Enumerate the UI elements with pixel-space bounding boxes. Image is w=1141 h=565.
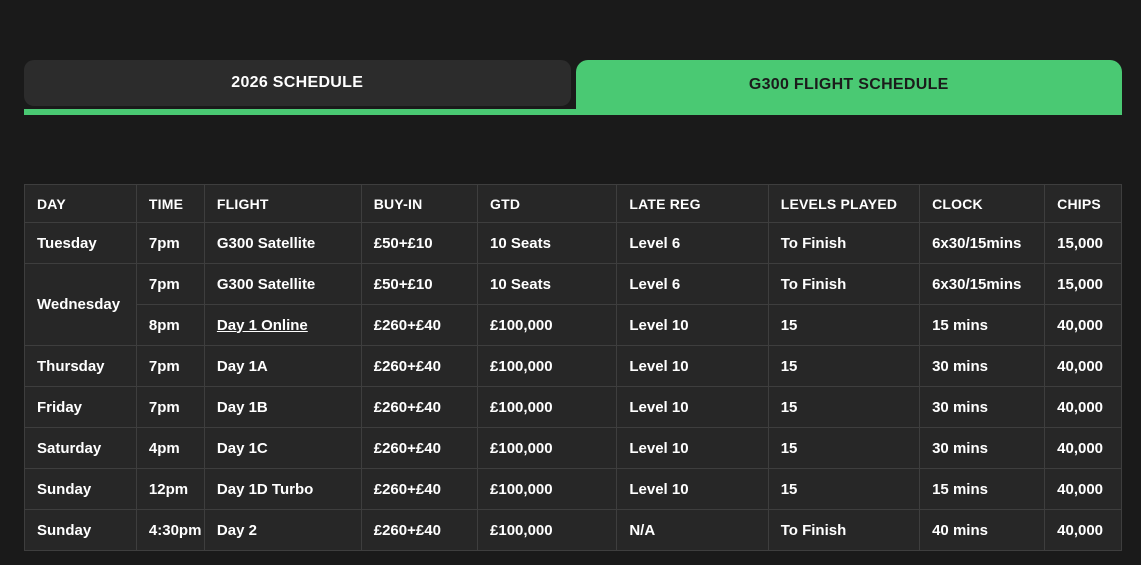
column-header-time: TIME [135, 184, 205, 223]
schedule-tabbar: 2026 SCHEDULE G300 FLIGHT SCHEDULE [24, 60, 1122, 115]
cell-clock: 15 mins [919, 304, 1046, 346]
cell-levels-played: 15 [767, 304, 921, 346]
cell-flight: Day 1A [203, 345, 362, 387]
cell-chips: 40,000 [1044, 304, 1122, 346]
table-row: Sunday 4:30pm Day 2 £260+£40 £100,000 N/… [24, 509, 1122, 551]
column-header-gtd: GTD [477, 184, 618, 223]
cell-chips: 40,000 [1044, 386, 1122, 428]
cell-time: 12pm [135, 468, 205, 510]
cell-buy-in: £50+£10 [360, 222, 479, 264]
cell-buy-in: £260+£40 [360, 468, 479, 510]
cell-time: 4:30pm [135, 509, 205, 551]
table-row: Saturday 4pm Day 1C £260+£40 £100,000 Le… [24, 427, 1122, 469]
cell-levels-played: 15 [767, 427, 921, 469]
cell-late-reg: Level 6 [616, 263, 769, 305]
cell-time: 7pm [135, 345, 205, 387]
tab-2026-schedule[interactable]: 2026 SCHEDULE [24, 60, 571, 106]
cell-clock: 6x30/15mins [919, 263, 1046, 305]
cell-flight: Day 2 [203, 509, 362, 551]
cell-time: 7pm [135, 222, 205, 264]
table-row: 8pm Day 1 Online £260+£40 £100,000 Level… [25, 304, 1122, 346]
cell-day: Sunday [24, 509, 137, 551]
table-header-row: DAY TIME FLIGHT BUY-IN GTD LATE REG LEVE… [24, 184, 1122, 223]
cell-clock: 30 mins [919, 427, 1046, 469]
column-header-late-reg: LATE REG [616, 184, 769, 223]
cell-late-reg: N/A [616, 509, 769, 551]
cell-buy-in: £260+£40 [360, 427, 479, 469]
cell-time: 7pm [135, 386, 205, 428]
cell-time: 8pm [135, 304, 205, 346]
cell-flight: G300 Satellite [203, 263, 362, 305]
table-row: Wednesday 7pm G300 Satellite £50+£10 10 … [24, 263, 1122, 346]
cell-day: Saturday [24, 427, 137, 469]
cell-day: Wednesday [24, 263, 137, 346]
cell-late-reg: Level 10 [616, 304, 769, 346]
cell-gtd: £100,000 [477, 304, 618, 346]
cell-levels-played: 15 [767, 468, 921, 510]
cell-time: 4pm [135, 427, 205, 469]
flight-schedule-table: DAY TIME FLIGHT BUY-IN GTD LATE REG LEVE… [24, 184, 1122, 551]
cell-buy-in: £260+£40 [360, 386, 479, 428]
cell-day: Sunday [24, 468, 137, 510]
page-container: 2026 SCHEDULE G300 FLIGHT SCHEDULE DAY T… [24, 60, 1122, 551]
cell-late-reg: Level 10 [616, 427, 769, 469]
cell-levels-played: 15 [767, 386, 921, 428]
cell-flight: G300 Satellite [203, 222, 362, 264]
cell-gtd: £100,000 [477, 427, 618, 469]
cell-flight: Day 1B [203, 386, 362, 428]
table-row: Thursday 7pm Day 1A £260+£40 £100,000 Le… [24, 345, 1122, 387]
cell-chips: 40,000 [1044, 345, 1122, 387]
cell-chips: 15,000 [1044, 263, 1122, 305]
cell-buy-in: £50+£10 [360, 263, 479, 305]
cell-late-reg: Level 10 [616, 468, 769, 510]
column-header-clock: CLOCK [919, 184, 1046, 223]
cell-late-reg: Level 6 [616, 222, 769, 264]
cell-buy-in: £260+£40 [360, 345, 479, 387]
cell-clock: 15 mins [919, 468, 1046, 510]
cell-gtd: £100,000 [477, 386, 618, 428]
cell-time: 7pm [135, 263, 205, 305]
day-1-online-link[interactable]: Day 1 Online [216, 316, 308, 334]
column-header-flight: FLIGHT [203, 184, 362, 223]
cell-flight: Day 1C [203, 427, 362, 469]
cell-gtd: £100,000 [477, 345, 618, 387]
column-header-levels-played: LEVELS PLAYED [767, 184, 921, 223]
cell-buy-in: £260+£40 [360, 509, 479, 551]
column-header-day: DAY [24, 184, 137, 223]
cell-clock: 40 mins [919, 509, 1046, 551]
cell-flight: Day 1D Turbo [203, 468, 362, 510]
cell-gtd: £100,000 [477, 509, 618, 551]
cell-day: Thursday [24, 345, 137, 387]
cell-day: Friday [24, 386, 137, 428]
cell-chips: 40,000 [1044, 509, 1122, 551]
table-row: Friday 7pm Day 1B £260+£40 £100,000 Leve… [24, 386, 1122, 428]
column-header-buy-in: BUY-IN [360, 184, 479, 223]
cell-chips: 15,000 [1044, 222, 1122, 264]
cell-clock: 30 mins [919, 345, 1046, 387]
cell-chips: 40,000 [1044, 468, 1122, 510]
column-header-chips: CHIPS [1044, 184, 1122, 223]
cell-clock: 30 mins [919, 386, 1046, 428]
cell-gtd: £100,000 [477, 468, 618, 510]
cell-levels-played: 15 [767, 345, 921, 387]
cell-late-reg: Level 10 [616, 386, 769, 428]
tab-g300-flight-schedule[interactable]: G300 FLIGHT SCHEDULE [575, 60, 1122, 109]
cell-flight: Day 1 Online [203, 304, 362, 346]
cell-chips: 40,000 [1044, 427, 1122, 469]
cell-levels-played: To Finish [767, 222, 921, 264]
table-row: Sunday 12pm Day 1D Turbo £260+£40 £100,0… [24, 468, 1122, 510]
table-row: Tuesday 7pm G300 Satellite £50+£10 10 Se… [24, 222, 1122, 264]
cell-levels-played: To Finish [767, 263, 921, 305]
cell-levels-played: To Finish [767, 509, 921, 551]
cell-late-reg: Level 10 [616, 345, 769, 387]
cell-gtd: 10 Seats [477, 222, 618, 264]
cell-clock: 6x30/15mins [919, 222, 1046, 264]
cell-gtd: 10 Seats [477, 263, 618, 305]
cell-day: Tuesday [24, 222, 137, 264]
cell-buy-in: £260+£40 [360, 304, 479, 346]
